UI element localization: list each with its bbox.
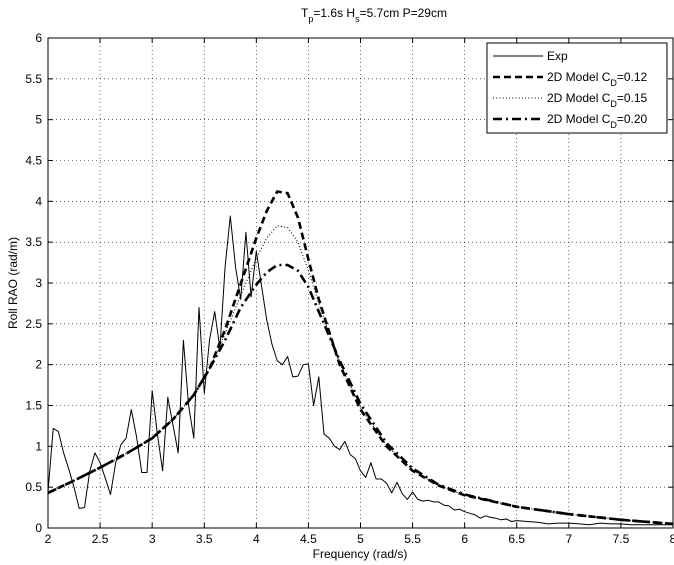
legend-label: 2D Model CD=0.20 (547, 112, 648, 130)
y-tick-label: 4 (35, 194, 42, 208)
y-axis-label: Roll RAO (rad/m) (6, 237, 20, 329)
x-tick-label: 4 (253, 532, 260, 546)
x-tick-label: 2.5 (92, 532, 109, 546)
series-line-solid (47, 215, 673, 526)
series-line-dashdot (47, 263, 674, 526)
chart-title: Tp=1.6s Hs=5.7cm P=29cm (301, 6, 447, 24)
y-tick-label: 4.5 (25, 154, 42, 168)
x-tick-label: 5.5 (404, 532, 421, 546)
x-tick-label: 2 (45, 532, 52, 546)
legend-label: 2D Model CD=0.15 (547, 91, 648, 109)
x-tick-label: 6.5 (508, 532, 525, 546)
grid-lines (48, 38, 673, 528)
y-axis-ticks: 0 0.5 1 1.5 2 2.5 3 3.5 4 4.5 5 5.5 6 (25, 31, 673, 535)
y-tick-label: 2 (35, 358, 42, 372)
x-tick-label: 3 (149, 532, 156, 546)
legend-label: 2D Model CD=0.12 (547, 70, 648, 88)
x-tick-label: 7.5 (613, 532, 630, 546)
y-tick-label: 3.5 (25, 235, 42, 249)
x-tick-label: 6 (461, 532, 468, 546)
x-tick-label: 3.5 (196, 532, 213, 546)
x-axis-label: Frequency (rad/s) (313, 547, 408, 561)
y-tick-label: 6 (35, 31, 42, 45)
legend-box (486, 42, 668, 134)
y-tick-label: 0 (35, 521, 42, 535)
y-tick-label: 5.5 (25, 72, 42, 86)
x-axis-ticks: 2 2.5 3 3.5 4 4.5 5 5.5 6 6.5 7 7.5 8 (45, 38, 674, 546)
x-tick-label: 7 (565, 532, 572, 546)
y-tick-label: 0.5 (25, 480, 42, 494)
legend: Exp 2D Model CD=0.12 2D Model CD=0.15 2D Mo… (486, 42, 668, 134)
x-tick-label: 4.5 (300, 532, 317, 546)
x-tick-label: 8 (670, 532, 674, 546)
series-layer (47, 190, 674, 526)
legend-label: Exp (547, 49, 568, 63)
series-line-dotted (47, 225, 674, 525)
y-tick-label: 1 (35, 439, 42, 453)
y-tick-label: 3 (35, 276, 42, 290)
y-tick-label: 5 (35, 113, 42, 127)
y-tick-label: 1.5 (25, 399, 42, 413)
y-tick-label: 2.5 (25, 317, 42, 331)
x-tick-label: 5 (357, 532, 364, 546)
